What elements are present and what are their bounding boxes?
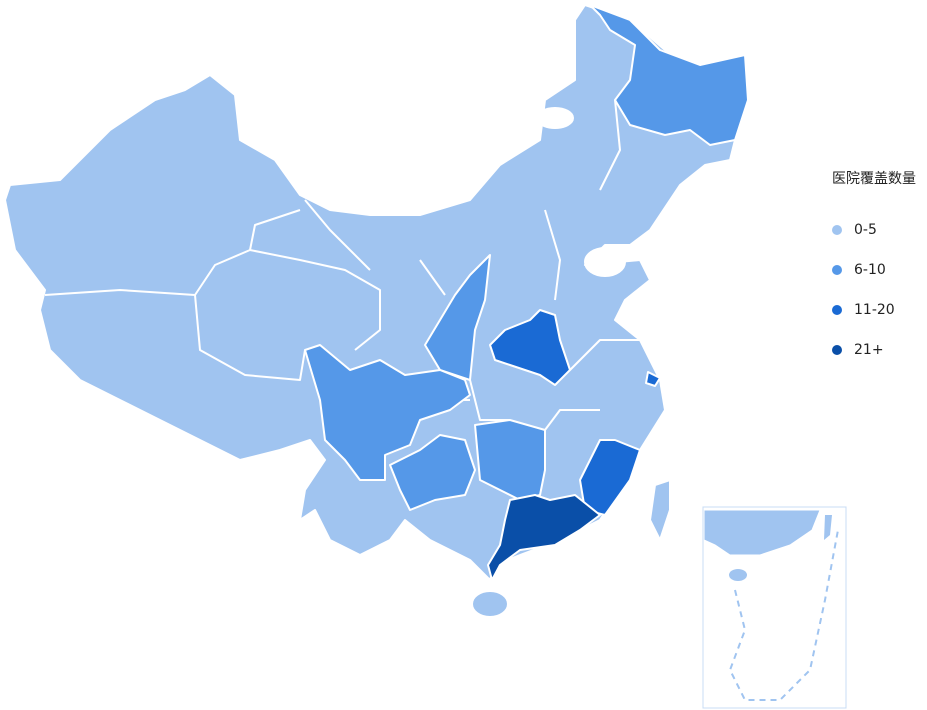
legend-item-0-5[interactable]: 0-5: [832, 210, 916, 250]
map-sea-region: [536, 107, 574, 129]
legend-dot-icon: [832, 305, 842, 315]
map-region-level-6-10[interactable]: [304, 344, 471, 481]
map-island-region[interactable]: [649, 479, 671, 541]
map-region-level-11-20[interactable]: [489, 309, 571, 386]
legend-item-21-plus[interactable]: 21+: [832, 330, 916, 370]
map-region-level-11-20[interactable]: [645, 371, 661, 387]
map-sea-region: [584, 247, 626, 277]
legend-item-6-10[interactable]: 6-10: [832, 250, 916, 290]
legend-dot-icon: [832, 345, 842, 355]
map-region-level-21-plus[interactable]: [487, 494, 601, 581]
legend-label: 21+: [854, 342, 884, 358]
south-china-sea-inset: [702, 506, 847, 709]
legend-label: 11-20: [854, 302, 895, 318]
map-region-level-6-10[interactable]: [389, 434, 476, 511]
legend-title: 医院覆盖数量: [832, 171, 916, 187]
legend-label: 6-10: [854, 262, 886, 278]
legend-dot-icon: [832, 225, 842, 235]
map-region-level-6-10[interactable]: [474, 419, 546, 501]
map-region-level-11-20[interactable]: [579, 439, 641, 516]
legend-item-11-20[interactable]: 11-20: [832, 290, 916, 330]
map-region-level-6-10[interactable]: [589, 4, 749, 146]
legend: 医院覆盖数量 0-5 6-10 11-20 21+: [832, 168, 916, 370]
legend-label: 0-5: [854, 222, 877, 238]
map-island-region[interactable]: [471, 590, 509, 618]
map-base-region[interactable]: [4, 4, 749, 581]
legend-dot-icon: [832, 265, 842, 275]
map-region-level-6-10[interactable]: [424, 254, 491, 381]
